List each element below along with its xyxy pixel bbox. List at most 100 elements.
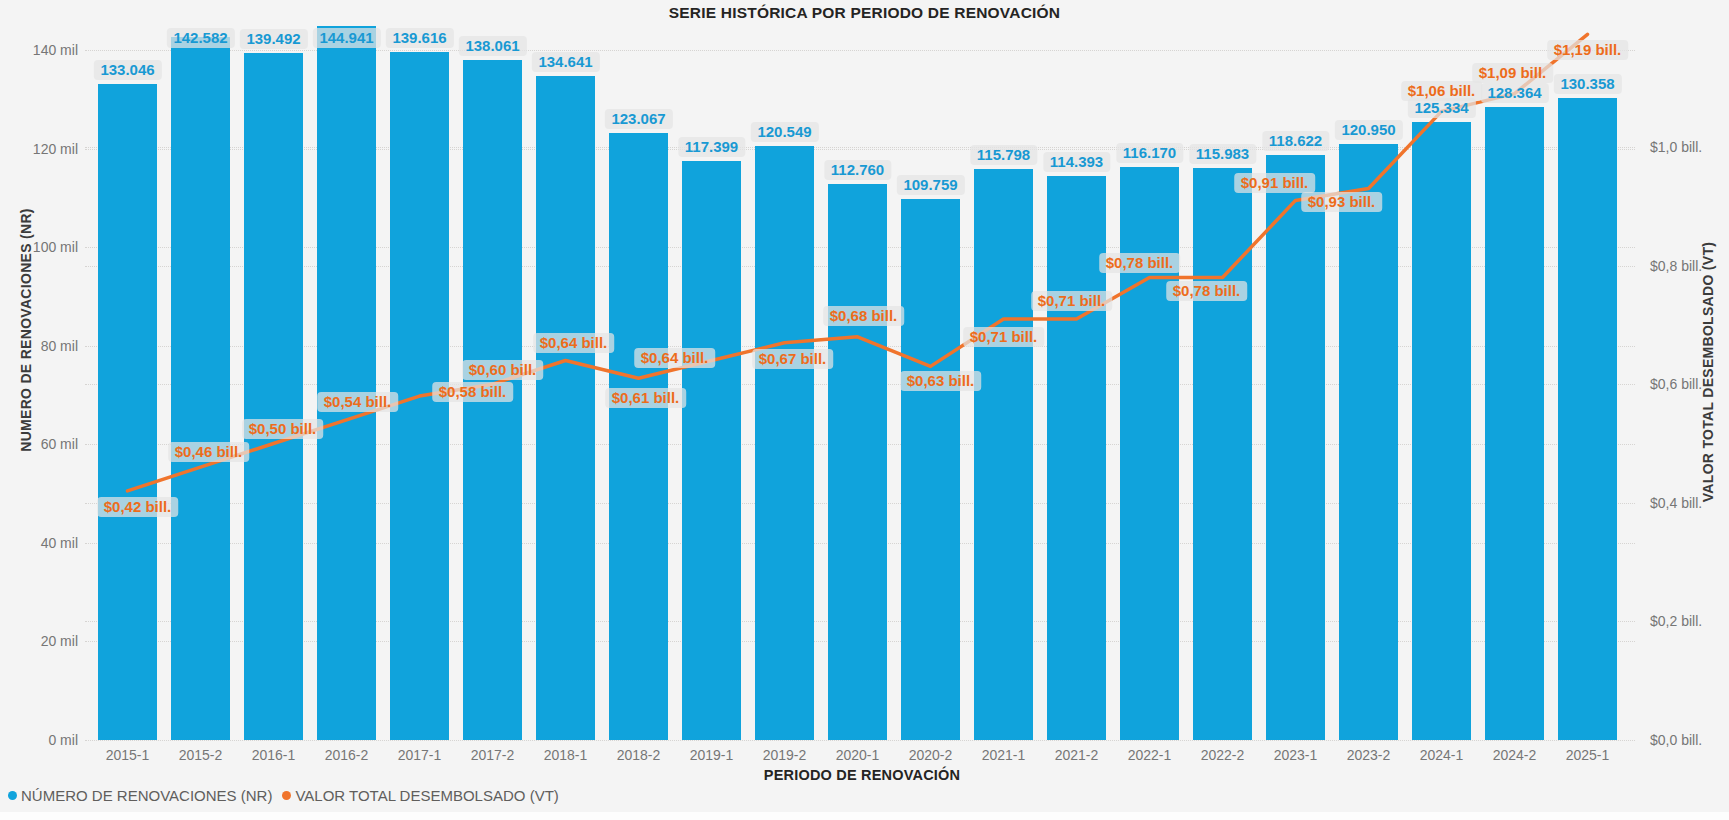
legend-item-nr[interactable]: NÚMERO DE RENOVACIONES (NR) — [8, 787, 272, 804]
x-axis-tick: 2015-2 — [165, 747, 237, 763]
bottom-strip — [0, 812, 1729, 820]
bar-value-label: 114.393 — [1043, 152, 1110, 172]
x-axis-tick: 2017-1 — [384, 747, 456, 763]
x-axis-tick: 2015-1 — [92, 747, 164, 763]
bar[interactable] — [901, 199, 960, 740]
line-value-label: $0,78 bill. — [1099, 253, 1181, 273]
x-axis-tick: 2016-1 — [238, 747, 310, 763]
bar-value-label: 144.941 — [312, 28, 380, 48]
x-axis-title: PERIODO DE RENOVACIÓN — [764, 767, 960, 783]
y-axis-tick-left: 0 mil — [18, 731, 78, 749]
line-value-label: $1,06 bill. — [1401, 81, 1483, 101]
y-axis-tick-right: $0,4 bill. — [1650, 494, 1702, 512]
bar[interactable] — [828, 184, 887, 740]
bar[interactable] — [974, 169, 1033, 740]
x-axis-tick: 2018-2 — [603, 747, 675, 763]
x-axis-tick: 2023-2 — [1333, 747, 1405, 763]
x-axis-tick: 2022-2 — [1187, 747, 1259, 763]
gridline-left — [85, 740, 1635, 741]
bar[interactable] — [171, 37, 230, 740]
legend-marker-vt-icon — [282, 791, 291, 800]
bar[interactable] — [1339, 144, 1398, 740]
legend-item-vt[interactable]: VALOR TOTAL DESEMBOLSADO (VT) — [282, 787, 558, 804]
line-value-label: $1,09 bill. — [1472, 63, 1554, 83]
legend-label-nr: NÚMERO DE RENOVACIONES (NR) — [21, 787, 272, 804]
legend-label-vt: VALOR TOTAL DESEMBOLSADO (VT) — [295, 787, 558, 804]
chart-container: SERIE HISTÓRICA POR PERIODO DE RENOVACIÓ… — [0, 0, 1729, 820]
bar[interactable] — [1412, 122, 1471, 740]
bar-value-label: 118.622 — [1262, 131, 1329, 151]
legend-marker-nr-icon — [8, 791, 17, 800]
x-axis-tick: 2022-1 — [1114, 747, 1186, 763]
y-axis-tick-right: $0,8 bill. — [1650, 257, 1702, 275]
line-value-label: $0,54 bill. — [317, 392, 399, 412]
bar-value-label: 139.616 — [385, 28, 453, 48]
bar[interactable] — [609, 133, 668, 740]
bar[interactable] — [682, 161, 741, 740]
bar-value-label: 116.170 — [1116, 143, 1183, 163]
bar[interactable] — [755, 146, 814, 740]
y-axis-tick-left: 120 mil — [18, 140, 78, 158]
bar[interactable] — [244, 53, 303, 740]
bar[interactable] — [1047, 176, 1106, 740]
bar[interactable] — [1266, 155, 1325, 740]
y-axis-title-right: VALOR TOTAL DESEMBOLSADO (VT) — [1700, 242, 1716, 502]
x-axis-tick: 2017-2 — [457, 747, 529, 763]
line-value-label: $0,46 bill. — [168, 442, 250, 462]
x-axis-tick: 2024-1 — [1406, 747, 1478, 763]
y-axis-tick-right: $1,0 bill. — [1650, 138, 1702, 156]
bar-value-label: 120.549 — [750, 122, 818, 142]
x-axis-tick: 2021-2 — [1041, 747, 1113, 763]
y-axis-title-left: NUMERO DE RENOVACIONES (NR) — [18, 208, 34, 452]
line-value-label: $0,58 bill. — [432, 382, 514, 402]
line-value-label: $0,61 bill. — [605, 388, 687, 408]
bar-value-label: 138.061 — [458, 36, 526, 56]
line-value-label: $0,71 bill. — [1031, 291, 1113, 311]
line-value-label: $0,42 bill. — [97, 497, 179, 517]
bar-value-label: 123.067 — [604, 109, 672, 129]
line-value-label: $1,19 bill. — [1547, 40, 1629, 60]
chart-title: SERIE HISTÓRICA POR PERIODO DE RENOVACIÓ… — [0, 4, 1729, 22]
bar-value-label: 115.798 — [970, 145, 1037, 165]
line-value-label: $0,67 bill. — [752, 349, 834, 369]
bar-value-label: 128.364 — [1480, 83, 1548, 103]
x-axis-tick: 2020-1 — [822, 747, 894, 763]
x-axis-tick: 2019-2 — [749, 747, 821, 763]
line-value-label: $0,91 bill. — [1234, 173, 1316, 193]
line-value-label: $0,78 bill. — [1166, 281, 1248, 301]
line-value-label: $0,64 bill. — [634, 348, 716, 368]
bar-value-label: 120.950 — [1334, 120, 1402, 140]
y-axis-tick-left: 140 mil — [18, 41, 78, 59]
bar-value-label: 142.582 — [166, 28, 234, 48]
bar[interactable] — [317, 26, 376, 740]
line-value-label: $0,64 bill. — [533, 333, 615, 353]
x-axis-tick: 2019-1 — [676, 747, 748, 763]
bar-value-label: 115.983 — [1189, 144, 1256, 164]
x-axis-tick: 2018-1 — [530, 747, 602, 763]
bar-value-label: 117.399 — [678, 137, 745, 157]
x-axis-tick: 2024-2 — [1479, 747, 1551, 763]
bar-value-label: 112.760 — [824, 160, 891, 180]
y-axis-tick-left: 20 mil — [18, 632, 78, 650]
bar[interactable] — [1558, 98, 1617, 740]
x-axis-tick: 2025-1 — [1552, 747, 1624, 763]
bar-value-label: 134.641 — [531, 52, 599, 72]
bar-value-label: 133.046 — [93, 60, 161, 80]
line-value-label: $0,93 bill. — [1301, 192, 1383, 212]
y-axis-tick-right: $0,0 bill. — [1650, 731, 1702, 749]
bar[interactable] — [1485, 107, 1544, 740]
bar-value-label: 139.492 — [239, 29, 307, 49]
y-axis-tick-right: $0,2 bill. — [1650, 612, 1702, 630]
x-axis-tick: 2016-2 — [311, 747, 383, 763]
x-axis-tick: 2023-1 — [1260, 747, 1332, 763]
line-value-label: $0,63 bill. — [900, 371, 982, 391]
y-axis-tick-left: 40 mil — [18, 534, 78, 552]
bar[interactable] — [98, 84, 157, 740]
x-axis-tick: 2020-2 — [895, 747, 967, 763]
bar-value-label: 109.759 — [896, 175, 964, 195]
bar-value-label: 130.358 — [1553, 74, 1621, 94]
line-value-label: $0,60 bill. — [462, 360, 544, 380]
legend: NÚMERO DE RENOVACIONES (NR) VALOR TOTAL … — [8, 787, 559, 804]
line-value-label: $0,71 bill. — [963, 327, 1045, 347]
bar[interactable] — [536, 76, 595, 740]
